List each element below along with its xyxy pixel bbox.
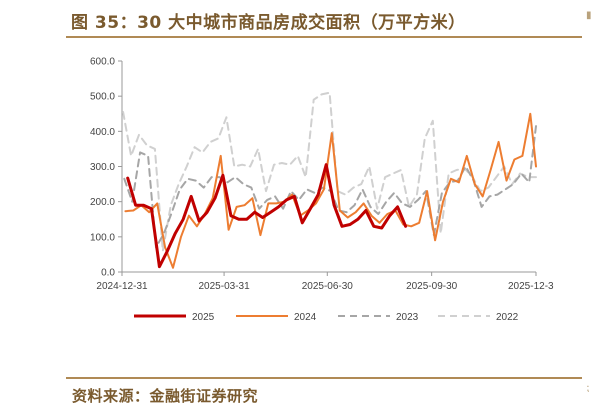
y-tick-label: 0.0 — [101, 268, 115, 279]
series-line-2022 — [122, 91, 537, 252]
x-tick-label: 2024-12-31 — [96, 281, 148, 292]
series-line-2024 — [124, 112, 537, 269]
legend-label-2024: 2024 — [294, 312, 317, 323]
x-tick-label: 2025-12-3 — [508, 281, 554, 292]
page-edge-mark-bottom: ⁏ — [586, 383, 590, 394]
y-tick-label: 600.0 — [90, 57, 115, 68]
legend: 2025 2024 2023 2022 — [134, 312, 519, 323]
legend-label-2025: 2025 — [192, 312, 215, 323]
axes: 0.0 100.0 200.0 300.0 400.0 500.0 600.0 2024-12… — [90, 57, 554, 293]
legend-label-2023: 2023 — [396, 312, 419, 323]
line-chart: 0.0 100.0 200.0 300.0 400.0 500.0 600.0 2024-12… — [90, 57, 554, 324]
y-tick-label: 500.0 — [90, 92, 115, 103]
figure-title: 图 35：30 大中城市商品房成交面积（万平方米） — [71, 13, 466, 33]
series-line-2025 — [126, 163, 408, 269]
y-tick-label: 200.0 — [90, 197, 115, 208]
title-rule — [66, 36, 582, 38]
y-tick-label: 300.0 — [90, 162, 115, 173]
y-tick-label: 100.0 — [90, 232, 115, 243]
x-tick-label: 2025-09-30 — [406, 281, 458, 292]
x-tick-label: 2025-03-31 — [199, 281, 251, 292]
legend-label-2022: 2022 — [496, 312, 519, 323]
series-lines — [122, 91, 537, 269]
source-rule — [66, 377, 582, 379]
y-tick-label: 400.0 — [90, 127, 115, 138]
source-note: 资料来源：金融街证券研究 — [72, 387, 259, 405]
x-tick-label: 2025-06-30 — [302, 281, 354, 292]
page-edge-mark: ▮ — [586, 10, 592, 21]
